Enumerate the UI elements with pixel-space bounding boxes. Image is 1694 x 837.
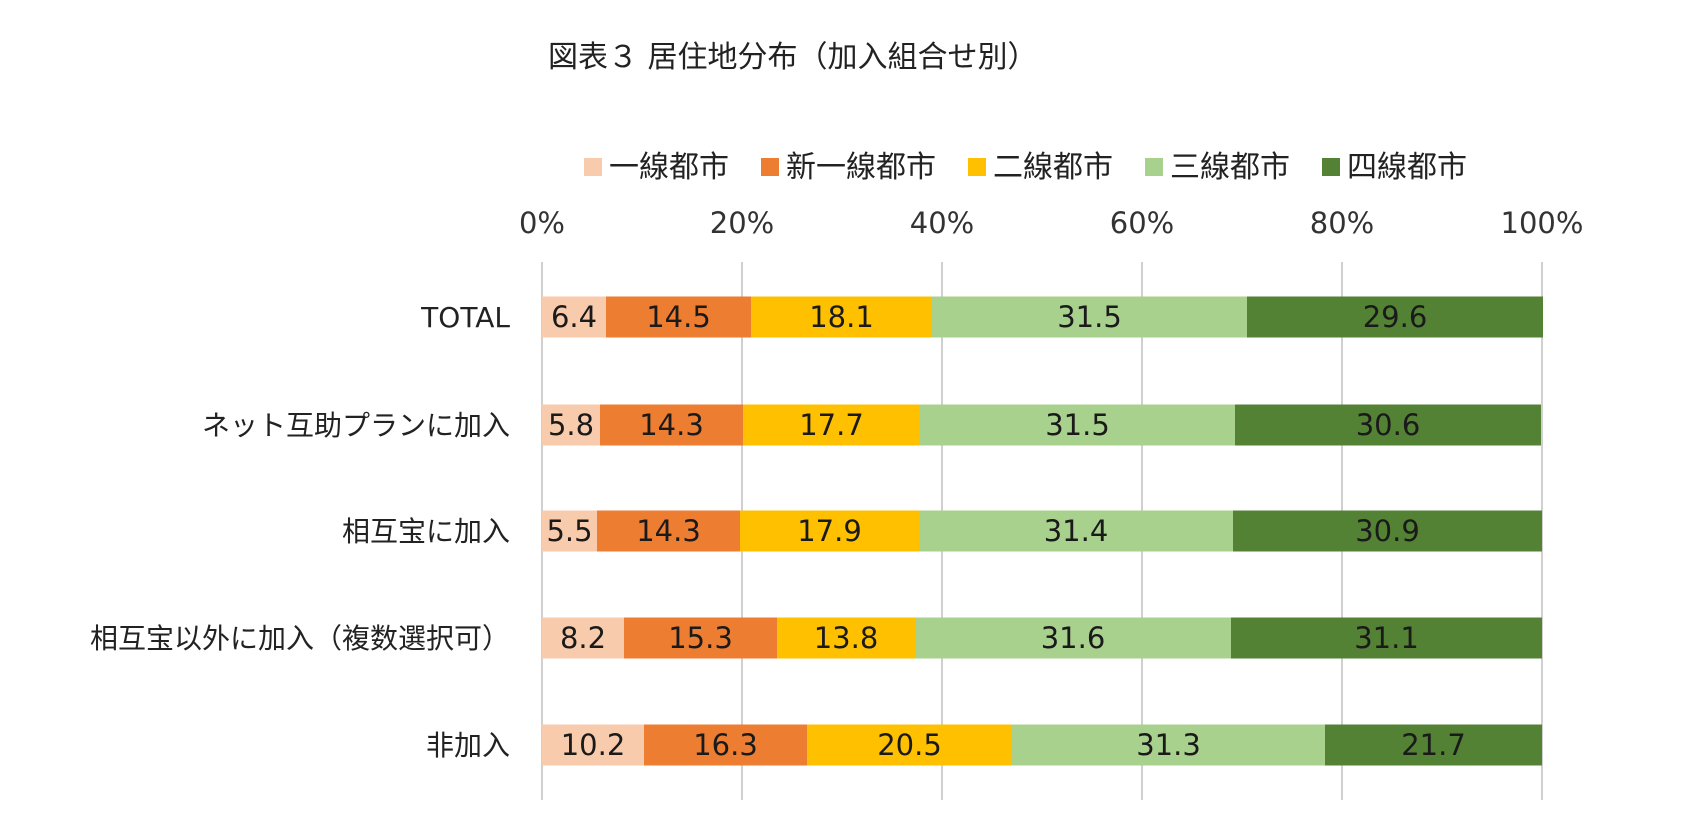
bar-segment bbox=[920, 404, 1235, 446]
data-label: 5.5 bbox=[546, 514, 592, 548]
bar-segment bbox=[751, 296, 932, 338]
data-label: 14.3 bbox=[636, 514, 701, 548]
data-label: 14.3 bbox=[639, 408, 704, 442]
category-label: 相互宝以外に加入（複数選択可） bbox=[90, 622, 510, 655]
bar-segment bbox=[644, 724, 807, 766]
category-label: 非加入 bbox=[426, 729, 510, 762]
data-label: 31.5 bbox=[1045, 408, 1110, 442]
category-label: ネット互助プランに加入 bbox=[202, 409, 510, 442]
data-label: 30.9 bbox=[1355, 514, 1420, 548]
legend-swatch bbox=[761, 158, 779, 176]
legend-swatch bbox=[1145, 158, 1163, 176]
legend-swatch bbox=[1322, 158, 1340, 176]
data-label: 13.8 bbox=[814, 621, 879, 655]
data-label: 14.5 bbox=[646, 300, 711, 334]
category-label: TOTAL bbox=[420, 301, 510, 334]
data-label: 31.3 bbox=[1136, 728, 1201, 762]
data-label: 15.3 bbox=[668, 621, 733, 655]
bar-segment bbox=[542, 510, 597, 552]
data-label: 6.4 bbox=[551, 300, 597, 334]
x-tick-label: 60% bbox=[1110, 206, 1174, 240]
data-label: 17.7 bbox=[799, 408, 864, 442]
legend-label: 三線都市 bbox=[1170, 150, 1290, 185]
bar-segment bbox=[624, 617, 777, 659]
bar-segment bbox=[542, 617, 624, 659]
bars: 6.4 14.5 18.1 31.5 29.6 5.8 14.3 17.7 31.5 30.6 5.… bbox=[542, 296, 1543, 766]
legend-swatch bbox=[968, 158, 986, 176]
bar-segment bbox=[919, 510, 1233, 552]
x-tick-label: 20% bbox=[710, 206, 774, 240]
legend: 一線都市 新一線都市 二線都市 三線都市 四線都市 bbox=[584, 150, 1467, 185]
legend-swatch bbox=[584, 158, 602, 176]
bar-segment bbox=[777, 617, 915, 659]
data-label: 16.3 bbox=[693, 728, 758, 762]
legend-label: 新一線都市 bbox=[786, 150, 936, 185]
legend-label: 一線都市 bbox=[609, 150, 729, 185]
bar-segment bbox=[1012, 724, 1325, 766]
data-label: 31.5 bbox=[1057, 300, 1122, 334]
bar-segment bbox=[915, 617, 1231, 659]
x-tick-label: 100% bbox=[1501, 206, 1584, 240]
bar-segment bbox=[600, 404, 743, 446]
category-label: 相互宝に加入 bbox=[342, 515, 510, 548]
bar-segment bbox=[932, 296, 1247, 338]
bar-segment bbox=[1233, 510, 1542, 552]
x-axis-ticks: 0% 20% 40% 60% 80% 100% bbox=[519, 206, 1583, 240]
legend-label: 二線都市 bbox=[993, 150, 1113, 185]
x-tick-label: 40% bbox=[910, 206, 974, 240]
data-label: 31.6 bbox=[1041, 621, 1106, 655]
data-label: 31.4 bbox=[1044, 514, 1109, 548]
data-label: 5.8 bbox=[548, 408, 594, 442]
data-label: 10.2 bbox=[561, 728, 626, 762]
x-tick-label: 80% bbox=[1310, 206, 1374, 240]
bar-segment bbox=[542, 296, 606, 338]
bar-segment bbox=[606, 296, 751, 338]
data-label: 18.1 bbox=[809, 300, 874, 334]
bar-segment bbox=[1231, 617, 1542, 659]
chart-title: 図表３ 居住地分布（加入組合せ別） bbox=[548, 40, 1038, 75]
data-label: 29.6 bbox=[1363, 300, 1428, 334]
bar-segment bbox=[1235, 404, 1541, 446]
data-label: 31.1 bbox=[1354, 621, 1419, 655]
x-tick-label: 0% bbox=[519, 206, 565, 240]
bar-segment bbox=[1325, 724, 1542, 766]
bar-segment bbox=[542, 724, 644, 766]
data-label: 30.6 bbox=[1356, 408, 1421, 442]
data-label: 20.5 bbox=[877, 728, 942, 762]
bar-segment bbox=[542, 404, 600, 446]
data-label: 8.2 bbox=[560, 621, 606, 655]
bar-segment bbox=[743, 404, 920, 446]
data-label: 17.9 bbox=[797, 514, 862, 548]
legend-label: 四線都市 bbox=[1347, 150, 1467, 185]
bar-segment bbox=[740, 510, 919, 552]
data-label: 21.7 bbox=[1401, 728, 1466, 762]
bar-segment bbox=[597, 510, 740, 552]
bar-segment bbox=[1247, 296, 1543, 338]
bar-segment bbox=[807, 724, 1012, 766]
